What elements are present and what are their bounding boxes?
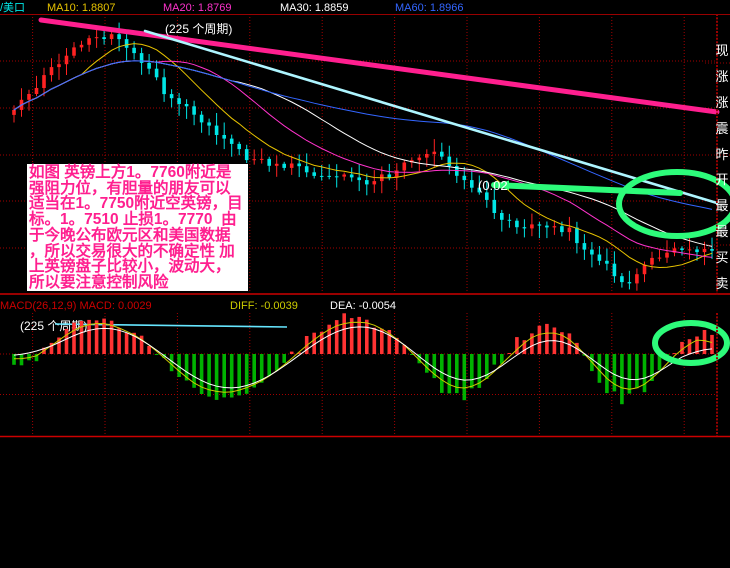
svg-text:(225 个周期): (225 个周期) [20,319,87,333]
svg-text:买: 买 [715,250,728,265]
svg-text:MA30: 1.8859: MA30: 1.8859 [280,2,349,14]
svg-text:涨: 涨 [715,69,728,84]
svg-text:MA20: 1.8769: MA20: 1.8769 [163,2,232,14]
svg-text:MA60: 1.8966: MA60: 1.8966 [395,2,464,14]
svg-text:震: 震 [715,121,728,136]
svg-text:MACD(26,12,9) MACD: 0.0029: MACD(26,12,9) MACD: 0.0029 [0,300,152,312]
svg-text:涨: 涨 [715,95,728,110]
svg-text:/美口: /美口 [0,1,25,14]
svg-text:开: 开 [715,172,728,187]
svg-text:最: 最 [715,224,728,239]
svg-text:(0.02: (0.02 [478,178,508,193]
svg-text:DEA: -0.0054: DEA: -0.0054 [330,300,396,312]
svg-text:(225 个周期): (225 个周期) [165,22,232,36]
svg-text:DIFF: -0.0039: DIFF: -0.0039 [230,300,298,312]
svg-text:现: 现 [715,43,728,58]
svg-text:卖: 卖 [715,276,728,291]
svg-text:最: 最 [715,198,728,213]
svg-text:MA10: 1.8807: MA10: 1.8807 [47,2,116,14]
